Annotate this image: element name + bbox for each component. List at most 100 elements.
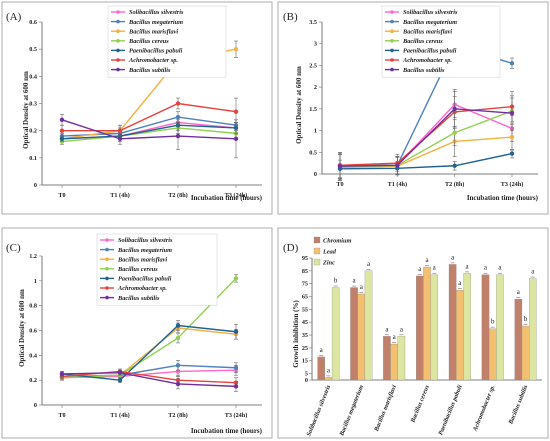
data-point — [59, 128, 65, 133]
x-tick-label: T1 (4h) — [110, 412, 129, 419]
significance-letter: a — [393, 333, 397, 341]
bar — [496, 274, 504, 381]
bar — [416, 275, 424, 381]
significance-letter: a — [433, 264, 437, 272]
legend-label: Solibacillus silvestris — [403, 9, 458, 16]
y-tick-label: 0.6 — [29, 19, 37, 26]
legend-label: Chromium — [323, 238, 351, 245]
y-tick-label: 0 — [34, 402, 37, 409]
legend-marker — [116, 67, 120, 72]
legend-label: Zinc — [322, 260, 335, 267]
data-point — [509, 61, 515, 66]
legend-label: Solibacillus silvestris — [129, 9, 184, 16]
y-tick-label: 75 — [302, 281, 308, 288]
y-tick-label: 5 — [305, 371, 308, 378]
data-point — [175, 363, 181, 368]
series-line — [61, 124, 237, 140]
significance-letter: a — [327, 366, 331, 374]
y-tick-label: 0.2 — [29, 128, 37, 135]
legend-marker — [116, 48, 120, 53]
legend-marker — [105, 276, 109, 281]
data-point — [233, 329, 239, 334]
significance-letter: a — [400, 325, 404, 333]
legend-label: Lead — [322, 249, 337, 256]
chart-c: 0 0.2 0.4 0.6 0.8 1 1.2 T0 T1 (4h) T2 (8h) T3 (24h… — [29, 233, 262, 419]
data-point — [175, 133, 181, 139]
legend-label: Bacillus marisflavi — [117, 256, 167, 263]
legend-label: Bacillus subtilis — [402, 67, 445, 74]
y-tick-label: 0.2 — [29, 377, 37, 384]
series-line — [339, 152, 513, 170]
data-point — [233, 384, 239, 389]
legend-swatch — [313, 236, 321, 244]
x-tick-label: T2 (8h) — [168, 192, 187, 199]
y-tick-label: 0.4 — [29, 352, 37, 359]
data-point — [175, 101, 181, 106]
y-tick-label: 95 — [302, 255, 308, 262]
legend-marker — [390, 29, 394, 33]
x-tick-label: T2 (8h) — [168, 412, 187, 419]
legend-label: Bacillus megaterium — [128, 19, 183, 26]
data-point — [233, 365, 239, 370]
x-tick-label: T2 (8h) — [445, 181, 464, 188]
legend-label: Paenibacillus pabuli — [403, 48, 457, 55]
bar — [350, 287, 358, 381]
y-tick-label: 0.4 — [29, 73, 37, 80]
legend-marker — [105, 295, 109, 300]
data-point — [117, 370, 123, 375]
legend-label: Bacillus megaterium — [402, 19, 457, 26]
legend-box — [107, 5, 227, 78]
data-point — [233, 276, 239, 281]
x-axis-title: Incubation time (hours) — [191, 194, 263, 202]
significance-letter: a — [451, 253, 455, 261]
chart-a: 0 0.1 0.2 0.3 0.4 0.5 0.6 T0 T1 (4h) T2 (8h) T3 (2… — [29, 5, 262, 199]
data-point — [175, 335, 181, 341]
bar — [448, 264, 457, 381]
data-point — [452, 163, 457, 168]
x-tick-label: T1 (4h) — [388, 181, 407, 188]
legend-label: Achromobacter sp. — [117, 285, 167, 292]
legend-marker — [390, 39, 394, 43]
legend-label: Bacillus subtilis — [128, 67, 171, 74]
bar — [397, 336, 406, 381]
legend-marker — [390, 58, 394, 62]
data-point — [117, 377, 123, 383]
bar — [364, 270, 373, 381]
y-tick-label: 1.2 — [29, 253, 37, 260]
y-tick-label: 0.5 — [29, 46, 37, 53]
legend-marker — [105, 247, 109, 252]
bar — [430, 274, 438, 381]
significance-letter: a — [458, 279, 462, 287]
y-tick-label: 2 — [314, 84, 317, 91]
significance-letter: a — [498, 264, 502, 272]
data-point — [233, 136, 239, 142]
y-tick-label: 85 — [302, 268, 308, 275]
data-point — [395, 163, 400, 168]
y-tick-label: 0 — [305, 377, 308, 384]
legend-label: Bacillus cereus — [402, 38, 443, 45]
series-line — [339, 108, 513, 167]
data-point — [452, 130, 457, 135]
y-tick-label: 2.5 — [309, 62, 317, 69]
legend-marker — [116, 19, 120, 24]
significance-letter: a — [385, 325, 389, 333]
data-point — [117, 136, 123, 142]
data-point — [175, 323, 181, 328]
y-tick-label: 0.1 — [29, 155, 37, 162]
bar — [383, 336, 391, 381]
data-point — [175, 114, 181, 120]
y-tick-label: 1.5 — [309, 106, 317, 113]
x-tick-label: T3 (24h) — [225, 412, 248, 419]
x-tick-label: T1 (4h) — [110, 192, 129, 199]
y-tick-label: 25 — [302, 345, 308, 352]
legend-marker — [116, 58, 120, 62]
y-tick-label: 55 — [302, 306, 308, 313]
legend-label: Achromobacter sp. — [128, 57, 178, 64]
legend-marker — [116, 10, 120, 14]
legend-marker — [105, 257, 109, 262]
series-line — [62, 102, 237, 132]
y-tick-label: 3.5 — [309, 19, 317, 26]
data-point — [59, 371, 65, 377]
data-point — [175, 381, 181, 387]
y-tick-label: 45 — [302, 319, 308, 326]
